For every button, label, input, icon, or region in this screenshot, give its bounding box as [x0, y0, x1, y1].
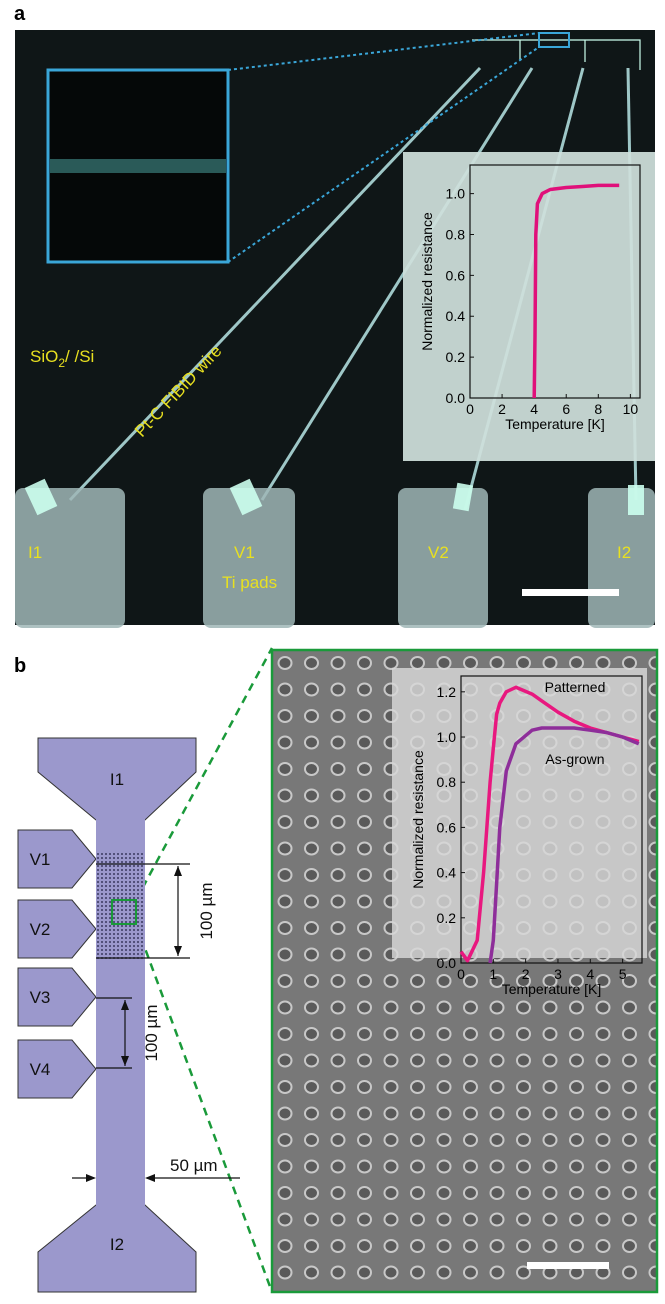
y-tick-label: 0.0: [446, 390, 466, 406]
x-tick-label: 4: [586, 966, 594, 982]
figure: a SiO2/ /Si Pt-C FIBID wire I: [0, 0, 665, 1299]
sem-image-a: [15, 30, 655, 628]
pad-label: V1: [30, 850, 51, 869]
x-tick-label: 3: [554, 966, 562, 982]
text: SiO: [30, 347, 58, 366]
device-schematic: [18, 648, 272, 1292]
x-tick-label: 2: [498, 401, 506, 417]
y-tick-label: 0.8: [446, 226, 466, 242]
y-axis-label: Normalized resistance: [410, 750, 426, 889]
x-axis-label: Temperature [K]: [505, 416, 605, 432]
x-tick-label: 1: [489, 966, 497, 982]
pad-label: V1: [234, 543, 255, 562]
y-tick-label: 0.4: [437, 865, 457, 881]
x-tick-label: 5: [619, 966, 627, 982]
pad-label: I1: [110, 770, 124, 789]
y-tick-label: 1.0: [437, 729, 457, 745]
y-tick-label: 0.8: [437, 774, 457, 790]
series-label: As-grown: [545, 751, 604, 767]
y-tick-label: 0.0: [437, 955, 457, 971]
x-tick-label: 8: [594, 401, 602, 417]
x-tick-label: 4: [530, 401, 538, 417]
dimension-label: 50 µm: [170, 1156, 218, 1175]
panel-label: a: [14, 3, 26, 25]
series-label: Patterned: [545, 679, 606, 695]
y-tick-label: 0.6: [446, 267, 466, 283]
x-tick-label: 0: [466, 401, 474, 417]
y-tick-label: 0.6: [437, 819, 457, 835]
y-tick-label: 1.0: [446, 186, 466, 202]
pad-label: V4: [30, 1060, 51, 1079]
pad-label: I2: [110, 1235, 124, 1254]
y-tick-label: 1.2: [437, 684, 457, 700]
pad-note: Ti pads: [222, 573, 277, 592]
x-axis-label: Temperature [K]: [502, 981, 602, 997]
y-tick-label: 0.4: [446, 308, 466, 324]
panel-label: b: [14, 655, 26, 677]
x-tick-label: 6: [562, 401, 570, 417]
pad-label: V2: [30, 920, 51, 939]
dimension-label: 100 µm: [197, 882, 216, 939]
text: / /Si: [65, 347, 94, 366]
y-axis-label: Normalized resistance: [419, 212, 435, 351]
y-tick-label: 0.2: [437, 910, 457, 926]
y-tick-label: 0.2: [446, 349, 466, 365]
x-tick-label: 2: [522, 966, 530, 982]
x-tick-label: 0: [457, 966, 465, 982]
pad-label: V3: [30, 988, 51, 1007]
pad-label: I1: [28, 543, 42, 562]
pad-label: I2: [617, 543, 631, 562]
pad-label: V2: [428, 543, 449, 562]
dimension-label: 100 µm: [142, 1004, 161, 1061]
x-tick-label: 10: [623, 401, 639, 417]
